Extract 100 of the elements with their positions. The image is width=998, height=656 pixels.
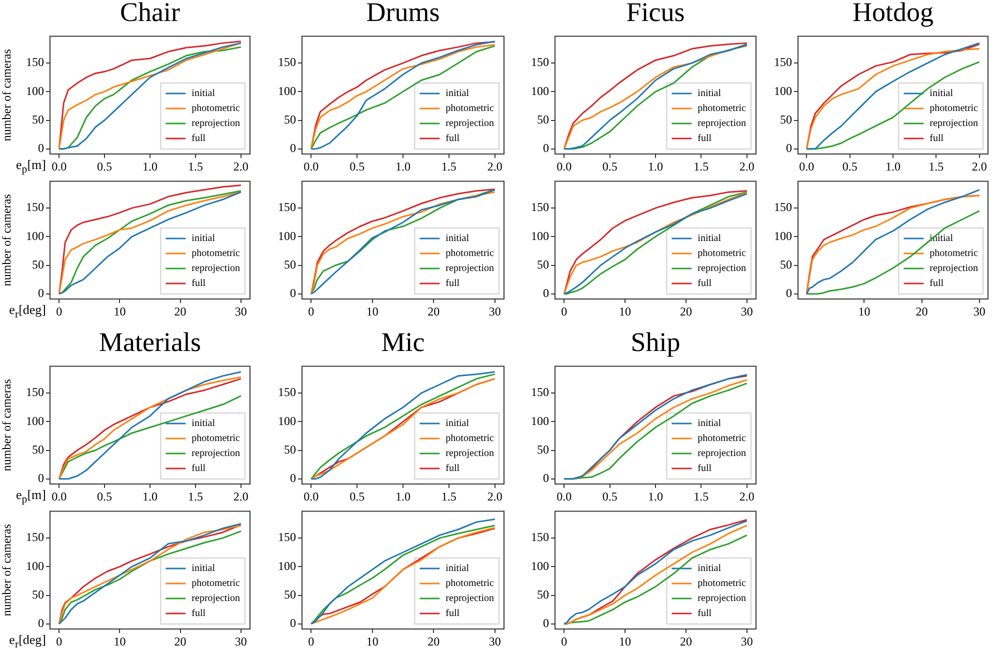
y-tick-label: 150: [26, 55, 44, 70]
legend-label: photometric: [446, 248, 495, 260]
x-tick-label: 1.0: [886, 159, 900, 174]
y-tick-label: 0: [786, 286, 792, 300]
x-tick-label: 0: [308, 304, 314, 318]
legend-label: reprojection: [446, 118, 494, 130]
y-axis-title: number of cameras: [0, 194, 14, 286]
x-tick-label: 1.5: [694, 489, 709, 504]
y-tick-label: 0: [786, 141, 792, 156]
legend-label: full: [446, 133, 460, 144]
x-tick-label: 0.0: [304, 159, 319, 174]
x-tick-label: 1.0: [648, 489, 663, 504]
x-tick-label: 10: [366, 634, 378, 648]
legend-label: full: [192, 608, 206, 620]
x-tick-label: 10: [619, 304, 632, 318]
legend-label: photometric: [192, 578, 241, 590]
x-tick-label: 10: [858, 304, 870, 318]
x-tick-label: 30: [234, 304, 247, 318]
x-tick-label: 0: [56, 634, 62, 648]
y-tick-label: 150: [26, 385, 44, 400]
y-tick-label: 150: [531, 385, 549, 400]
y-tick-label: 100: [26, 228, 44, 243]
legend-label: initial: [192, 563, 216, 574]
legend-label: reprojection: [192, 448, 240, 460]
legend-label: full: [698, 463, 712, 474]
x-tick-label: 2.0: [233, 159, 248, 174]
x-tick-label: 2.0: [233, 489, 248, 504]
x-tick-label: 0.0: [799, 159, 814, 174]
x-tick-label: 2.0: [487, 489, 502, 504]
y-tick-label: 150: [774, 55, 792, 70]
chart-title: Materials: [98, 327, 202, 357]
chart-title: Hotdog: [852, 0, 934, 27]
x-tick-label: 1.5: [188, 159, 203, 174]
y-tick-label: 100: [774, 84, 792, 98]
legend-label: reprojection: [930, 118, 978, 130]
x-axis-title: e$_{p}$[m]: [16, 157, 46, 176]
legend-label: reprojection: [698, 263, 746, 274]
x-tick-label: 0: [308, 634, 314, 648]
y-tick-label: 0: [543, 471, 549, 486]
legend-label: reprojection: [446, 263, 494, 274]
x-axis-title: e$_{p}$[m]: [16, 487, 46, 506]
x-tick-label: 20: [174, 634, 186, 648]
x-axis-title: e$_{r}$[deg]: [9, 302, 46, 321]
y-tick-label: 150: [531, 55, 549, 70]
legend-label: reprojection: [446, 593, 494, 604]
x-tick-label: 20: [680, 304, 692, 318]
legend-label: full: [698, 133, 712, 144]
x-tick-label: 20: [680, 634, 692, 648]
x-tick-label: 10: [114, 304, 126, 318]
legend-label: initial: [192, 418, 216, 430]
legend-label: photometric: [446, 103, 495, 114]
y-tick-label: 0: [38, 616, 44, 630]
y-tick-label: 150: [774, 200, 792, 214]
y-tick-label: 50: [32, 587, 44, 602]
legend-label: full: [192, 463, 206, 474]
x-tick-label: 0.5: [350, 159, 365, 174]
y-tick-label: 0: [290, 141, 296, 156]
y-tick-label: 0: [38, 471, 44, 486]
x-tick-label: 1.0: [396, 159, 410, 174]
y-tick-label: 0: [38, 286, 44, 300]
legend-label: initial: [446, 563, 470, 574]
x-tick-label: 1.5: [694, 159, 709, 174]
y-tick-label: 50: [32, 442, 44, 456]
legend-label: photometric: [698, 103, 747, 114]
legend-label: photometric: [446, 578, 495, 590]
x-tick-label: 1.0: [648, 159, 663, 174]
x-tick-label: 0.5: [842, 159, 858, 174]
y-tick-label: 150: [278, 385, 296, 400]
legend-label: reprojection: [192, 263, 240, 274]
legend-label: initial: [192, 233, 216, 244]
x-tick-label: 0.5: [97, 159, 112, 174]
x-tick-label: 0.0: [52, 159, 67, 174]
y-tick-label: 100: [278, 228, 296, 243]
y-tick-label: 0: [543, 286, 549, 300]
legend-label: full: [930, 278, 944, 290]
y-tick-label: 100: [278, 558, 296, 573]
y-tick-label: 50: [32, 112, 44, 126]
y-tick-label: 50: [537, 112, 549, 126]
y-tick-label: 0: [543, 616, 549, 630]
y-tick-label: 0: [543, 141, 549, 156]
x-tick-label: 0.0: [556, 159, 572, 174]
y-tick-label: 50: [537, 587, 549, 602]
y-tick-label: 50: [780, 257, 792, 272]
legend-label: photometric: [446, 433, 495, 444]
legend-label: full: [930, 133, 944, 144]
legend-label: reprojection: [698, 118, 746, 130]
legend-label: reprojection: [930, 263, 978, 274]
legend-label: initial: [192, 88, 216, 100]
legend-label: photometric: [698, 578, 747, 590]
legend-label: initial: [446, 233, 470, 244]
x-tick-label: 20: [428, 634, 440, 648]
x-tick-label: 30: [973, 304, 986, 318]
legend-label: photometric: [930, 248, 979, 260]
y-tick-label: 100: [531, 84, 549, 98]
y-tick-label: 100: [278, 414, 296, 428]
legend-label: photometric: [698, 248, 747, 260]
y-tick-label: 150: [278, 530, 296, 544]
x-tick-label: 30: [740, 304, 753, 318]
x-tick-label: 2.0: [972, 159, 987, 174]
y-tick-label: 50: [284, 442, 296, 456]
